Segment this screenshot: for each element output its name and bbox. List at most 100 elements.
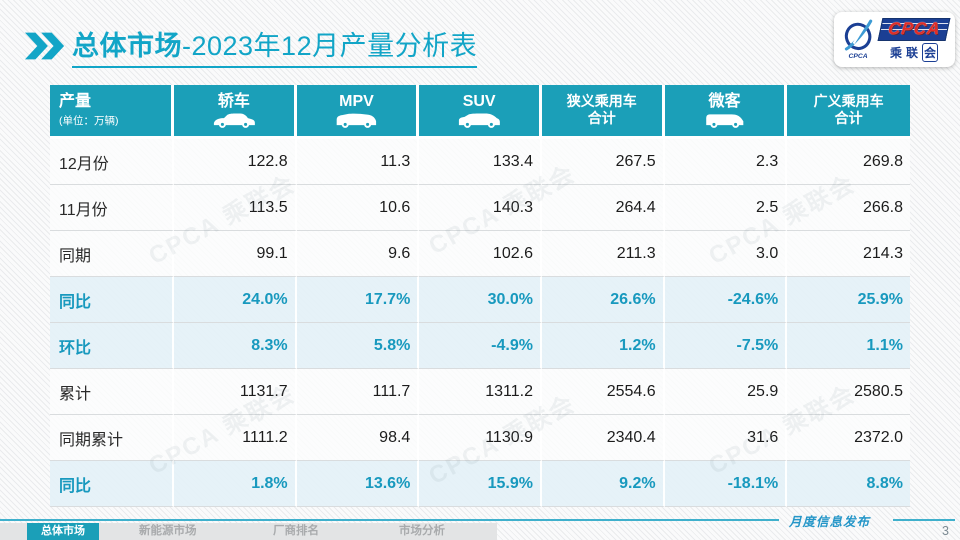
mpv-icon — [337, 113, 377, 128]
table-row-yoy: 同比 24.0% 17.7% 30.0% 26.6% -24.6% 25.9% — [50, 277, 910, 323]
table-row-dec: 12月份 122.8 11.3 133.4 267.5 2.3 269.8 — [50, 139, 910, 185]
cell: 99.1 — [174, 231, 297, 277]
tab-manufacturer-ranking[interactable]: 厂商排名 — [273, 525, 319, 537]
cell: 25.9 — [664, 369, 788, 415]
footer-divider-line-short — [893, 519, 955, 521]
cell: 133.4 — [419, 139, 542, 185]
cell: 140.3 — [419, 185, 542, 231]
cell: 2554.6 — [541, 369, 665, 415]
cell: 122.8 — [174, 139, 297, 185]
row-label: 同比 — [50, 461, 174, 507]
cell: 102.6 — [419, 231, 542, 277]
header-mpv: MPV — [296, 85, 420, 139]
table-row-same-period: 同期 99.1 9.6 102.6 211.3 3.0 214.3 — [50, 231, 910, 277]
cell: 24.0% — [174, 277, 297, 323]
tab-nev-market[interactable]: 新能源市场 — [139, 525, 197, 537]
cell: -4.9% — [419, 323, 542, 369]
suv-icon — [459, 113, 501, 128]
cpca-emblem-icon: CPCA — [844, 19, 873, 60]
cell: 9.6 — [296, 231, 420, 277]
row-label: 同比 — [50, 277, 174, 323]
header-narrow-pv-total: 狭义乘用车 合计 — [541, 85, 665, 139]
tab-overall-market[interactable]: 总体市场 — [27, 523, 99, 540]
cell: 266.8 — [787, 185, 910, 231]
cell: 31.6 — [664, 415, 788, 461]
tab-market-analysis[interactable]: 市场分析 — [399, 525, 445, 537]
cell: 3.0 — [664, 231, 788, 277]
cell: 269.8 — [787, 139, 910, 185]
cell: 1.2% — [541, 323, 665, 369]
cell: 267.5 — [541, 139, 665, 185]
page-title-suffix: -2023年12月产量分析表 — [182, 31, 478, 61]
page-number: 3 — [942, 524, 949, 538]
table-header-row: 产量 (单位：万辆) 轿车 MPV — [50, 85, 910, 139]
header-production: 产量 (单位：万辆) — [50, 85, 174, 139]
header-production-title: 产量 — [59, 93, 92, 110]
table-row-cumulative: 累计 1131.7 111.7 1311.2 2554.6 25.9 2580.… — [50, 369, 910, 415]
cell: 13.6% — [296, 461, 420, 507]
cell: 5.8% — [296, 323, 420, 369]
cpca-wordmark: CPCA — [877, 17, 951, 41]
page-title: 总体市场-2023年12月产量分析表 — [72, 24, 478, 68]
production-table: 产量 (单位：万辆) 轿车 MPV — [50, 85, 910, 507]
cell: 111.7 — [296, 369, 420, 415]
svg-text:CPCA: CPCA — [848, 53, 867, 60]
cell: 2340.4 — [541, 415, 665, 461]
header-production-unit: (单位：万辆) — [59, 115, 119, 127]
cell: 10.6 — [296, 185, 420, 231]
page-title-prefix: 总体市场 — [72, 31, 182, 61]
cell: 1.8% — [174, 461, 297, 507]
table-row-same-period-cumulative: 同期累计 1111.2 98.4 1130.9 2340.4 31.6 2372… — [50, 415, 910, 461]
header-sedan: 轿车 — [174, 85, 297, 139]
cell: -18.1% — [664, 461, 788, 507]
cell: 9.2% — [541, 461, 665, 507]
cell: 211.3 — [541, 231, 665, 277]
cell: 1130.9 — [419, 415, 542, 461]
cell: 98.4 — [296, 415, 420, 461]
cell: 1111.2 — [174, 415, 297, 461]
cell: 8.3% — [174, 323, 297, 369]
table-row-cumulative-yoy: 同比 1.8% 13.6% 15.9% 9.2% -18.1% 8.8% — [50, 461, 910, 507]
footer-divider-line — [0, 519, 779, 521]
cpca-logo: CPCA CPCA 乘 联 会 — [834, 12, 955, 67]
table-row-nov: 11月份 113.5 10.6 140.3 264.4 2.5 266.8 — [50, 185, 910, 231]
logo-chinese-name: 乘 联 会 — [890, 42, 939, 62]
cell: 2.3 — [664, 139, 788, 185]
table-row-mom: 环比 8.3% 5.8% -4.9% 1.2% -7.5% 1.1% — [50, 323, 910, 369]
sedan-icon — [213, 113, 255, 128]
cell: 2.5 — [664, 185, 788, 231]
double-chevron-icon — [24, 32, 65, 60]
row-label: 同期 — [50, 231, 174, 277]
cell: 11.3 — [296, 139, 420, 185]
row-label: 累计 — [50, 369, 174, 415]
cell: 264.4 — [541, 185, 665, 231]
cell: 26.6% — [541, 277, 665, 323]
logo-text-block: CPCA 乘 联 会 — [877, 17, 951, 62]
cell: 17.7% — [296, 277, 420, 323]
cell: 1311.2 — [419, 369, 542, 415]
header-microvan: 微客 — [664, 85, 788, 139]
row-label: 同期累计 — [50, 415, 174, 461]
microvan-icon — [706, 113, 744, 128]
cell: 30.0% — [419, 277, 542, 323]
cell: 2372.0 — [787, 415, 910, 461]
header-broad-pv-total: 广义乘用车 合计 — [787, 85, 910, 139]
footer-note: 月度信息发布 — [789, 514, 871, 529]
cell: 2580.5 — [787, 369, 910, 415]
cell: 113.5 — [174, 185, 297, 231]
header-suv: SUV — [419, 85, 542, 139]
cpca-letters: CPCA — [886, 18, 942, 38]
row-label: 11月份 — [50, 185, 174, 231]
cell: 214.3 — [787, 231, 910, 277]
cell: 8.8% — [787, 461, 910, 507]
row-label: 环比 — [50, 323, 174, 369]
footer-tab-strip: 总体市场 新能源市场 厂商排名 市场分析 — [0, 523, 497, 540]
cell: -24.6% — [664, 277, 788, 323]
title-bar: 总体市场-2023年12月产量分析表 — [24, 24, 478, 68]
cell: 25.9% — [787, 277, 910, 323]
cell: 1.1% — [787, 323, 910, 369]
cell: 15.9% — [419, 461, 542, 507]
cell: -7.5% — [664, 323, 788, 369]
cell: 1131.7 — [174, 369, 297, 415]
